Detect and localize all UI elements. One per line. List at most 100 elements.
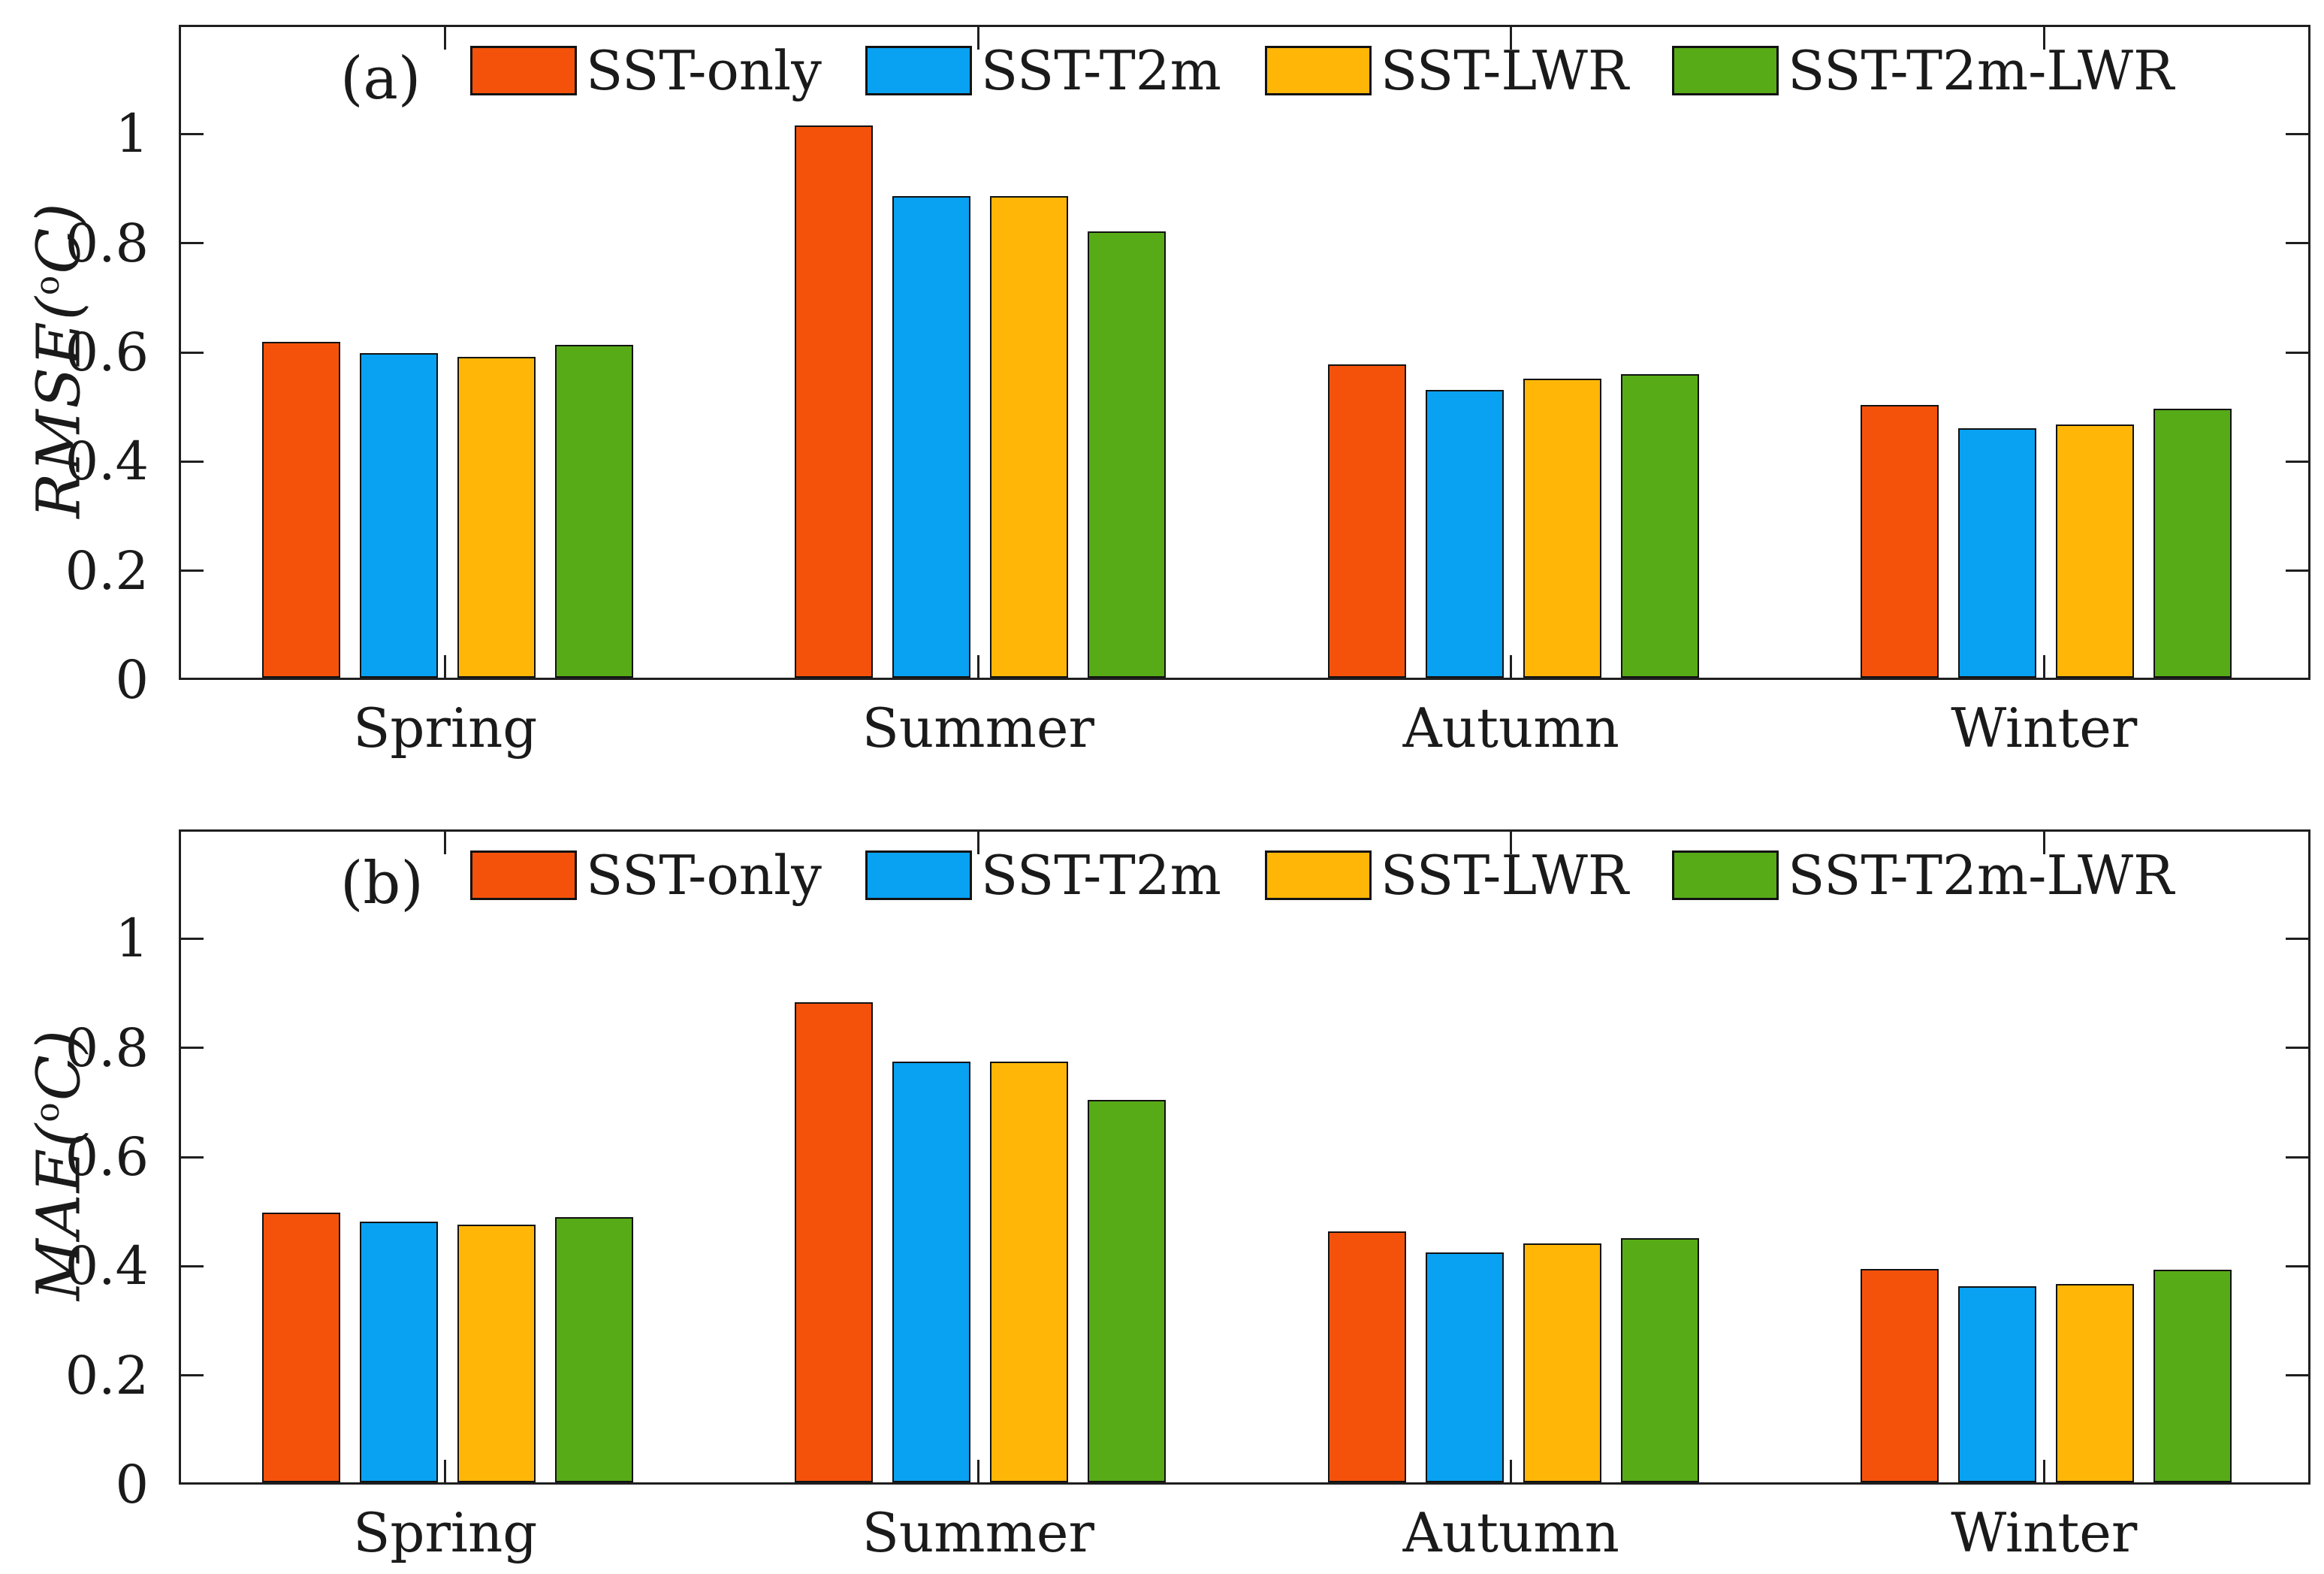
x-tick-bottom — [2042, 1460, 2045, 1482]
legend-item: SST-LWR — [1264, 39, 1629, 102]
legend-swatch-sst-t2m-lwr — [1672, 46, 1779, 95]
bar-sst-t2m-lwr-autumn — [1620, 1238, 1699, 1482]
legend-label: SST-T2m-LWR — [1788, 844, 2175, 907]
y-tick-left — [181, 132, 204, 135]
y-tick-label: 0.2 — [65, 1344, 149, 1406]
y-tick-right — [2286, 1047, 2308, 1050]
y-tick-left — [181, 351, 204, 354]
y-tick-right — [2286, 1374, 2308, 1377]
y-tick-left — [181, 1264, 204, 1267]
legend-item: SST-T2m-LWR — [1672, 848, 2174, 902]
y-tick-right — [2286, 242, 2308, 245]
y-tick-right — [2286, 351, 2308, 354]
x-tick-top — [1510, 832, 1513, 854]
plot-box: (b) SST-only SST-T2m SST-LWR SST-T2m-LWR — [179, 829, 2310, 1485]
bar-sst-t2m-lwr-summer — [1088, 1099, 1167, 1482]
x-tick-top — [976, 27, 979, 50]
bar-sst-t2m-lwr-winter — [2153, 1270, 2232, 1482]
legend-label: SST-T2m — [980, 39, 1221, 102]
y-axis-label-unit: C) — [23, 1028, 94, 1101]
bar-sst-lwr-spring — [457, 356, 536, 678]
bar-sst-t2m-autumn — [1425, 1252, 1504, 1482]
x-tick-top — [2042, 27, 2045, 50]
bar-sst-only-autumn — [1327, 1231, 1406, 1482]
x-tick-bottom — [1510, 655, 1513, 678]
y-tick-right — [2286, 1156, 2308, 1159]
y-axis-label-main: MAE — [23, 1147, 94, 1301]
legend-swatch-sst-only — [470, 46, 577, 95]
category-label: Spring — [353, 696, 538, 760]
bar-sst-only-autumn — [1327, 364, 1406, 678]
y-tick-left — [181, 242, 204, 245]
y-tick-right — [2286, 569, 2308, 573]
legend-label: SST-only — [586, 844, 822, 907]
bar-sst-lwr-summer — [990, 196, 1069, 678]
category-label: Autumn — [1402, 1501, 1619, 1564]
y-tick-right — [2286, 937, 2308, 940]
y-tick-label: 0.2 — [65, 539, 149, 602]
bar-sst-only-spring — [261, 342, 340, 678]
y-tick-label: 0.8 — [65, 1017, 149, 1079]
y-tick-label: 0.8 — [65, 212, 149, 274]
x-tick-top — [976, 832, 979, 854]
category-label: Autumn — [1402, 696, 1619, 760]
category-label: Spring — [353, 1501, 538, 1564]
x-tick-bottom — [2042, 655, 2045, 678]
y-tick-label: 0.6 — [65, 1126, 149, 1188]
bar-sst-t2m-spring — [359, 352, 438, 678]
y-tick-left — [181, 1374, 204, 1377]
y-tick-right — [2286, 1264, 2308, 1267]
bar-sst-lwr-summer — [990, 1061, 1069, 1482]
legend-swatch-sst-lwr — [1264, 850, 1372, 900]
y-tick-label: 0 — [115, 649, 149, 711]
bar-sst-t2m-summer — [892, 196, 971, 678]
legend: SST-only SST-T2m SST-LWR SST-T2m-LWR — [470, 848, 2217, 902]
y-tick-label: 0.4 — [65, 1235, 149, 1298]
y-tick-label: 0.4 — [65, 431, 149, 493]
bar-sst-t2m-summer — [892, 1061, 971, 1482]
bar-sst-only-summer — [795, 1001, 874, 1482]
legend-item: SST-T2m — [865, 44, 1221, 98]
category-label: Winter — [1951, 696, 2138, 760]
x-tick-top — [444, 27, 447, 50]
x-tick-top — [444, 832, 447, 854]
y-tick-left — [181, 937, 204, 940]
bar-sst-t2m-lwr-spring — [554, 344, 633, 678]
legend-swatch-sst-t2m-lwr — [1672, 850, 1779, 900]
legend-label: SST-T2m — [980, 844, 1221, 907]
legend-label: SST-LWR — [1380, 39, 1629, 102]
y-tick-label: 0.6 — [65, 322, 149, 383]
x-tick-bottom — [1510, 1460, 1513, 1482]
bar-sst-t2m-winter — [1958, 427, 2037, 678]
plot-box: (a) SST-only SST-T2m SST-LWR SST-T2m-LWR — [179, 25, 2310, 680]
legend-label: SST-T2m-LWR — [1788, 39, 2175, 102]
x-tick-bottom — [444, 655, 447, 678]
bar-sst-lwr-autumn — [1523, 1243, 1601, 1482]
category-label: Summer — [862, 696, 1094, 760]
y-tick-left — [181, 460, 204, 463]
bar-sst-only-spring — [261, 1213, 340, 1482]
y-tick-label: 0 — [115, 1454, 149, 1515]
y-tick-left — [181, 1156, 204, 1159]
bar-sst-t2m-lwr-spring — [554, 1216, 633, 1482]
bar-sst-t2m-lwr-autumn — [1620, 373, 1699, 678]
y-tick-label: 1 — [115, 103, 149, 165]
category-label: Winter — [1951, 1501, 2138, 1564]
panel-letter: (a) — [340, 45, 421, 113]
y-tick-left — [181, 1047, 204, 1050]
y-tick-left — [181, 569, 204, 573]
bar-sst-lwr-winter — [2056, 1284, 2135, 1482]
legend-item: SST-T2m — [865, 848, 1221, 902]
legend-item: SST-only — [470, 848, 822, 902]
category-label: Summer — [862, 1501, 1094, 1564]
y-tick-label: 1 — [115, 908, 149, 970]
x-tick-top — [1510, 27, 1513, 50]
x-tick-bottom — [976, 655, 979, 678]
legend-item: SST-only — [470, 44, 822, 98]
bar-sst-t2m-lwr-winter — [2153, 408, 2232, 678]
bar-sst-lwr-autumn — [1523, 378, 1601, 678]
legend-swatch-sst-t2m — [865, 850, 972, 900]
